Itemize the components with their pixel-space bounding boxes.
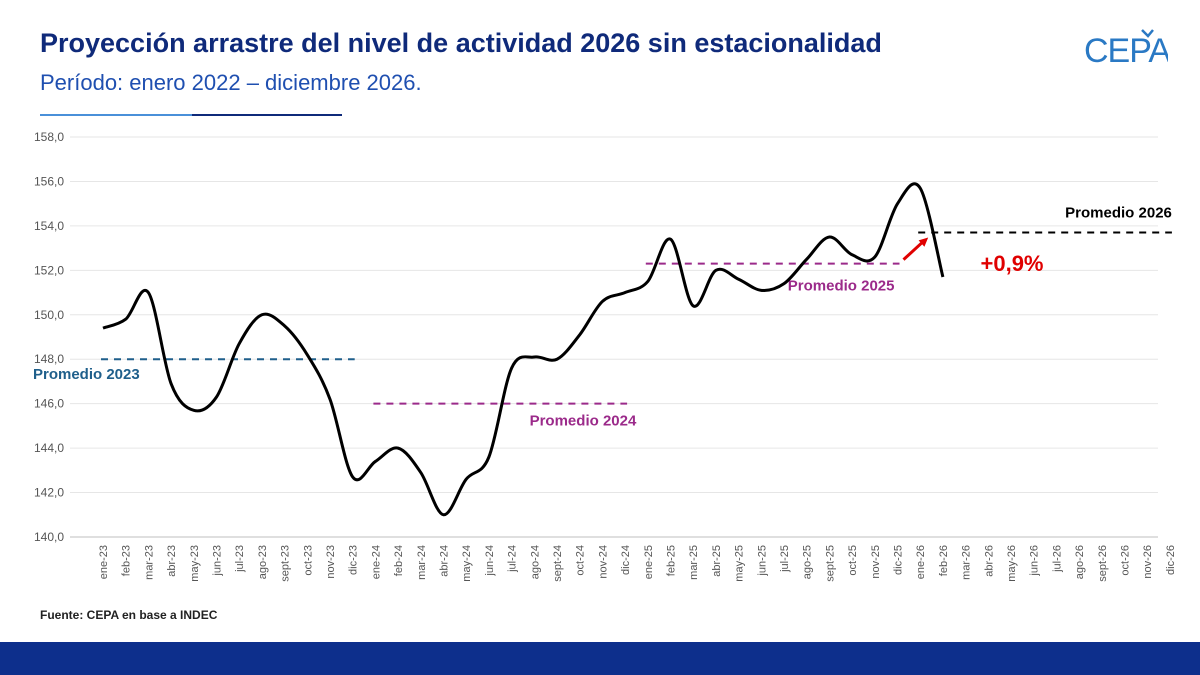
average-label-2025: Promedio 2025: [788, 278, 895, 295]
y-tick-label: 144,0: [34, 441, 64, 455]
x-tick-label: dic-25: [893, 545, 905, 575]
title-rule-dark: [192, 114, 342, 116]
x-tick-label: nov-24: [597, 545, 609, 579]
x-tick-label: ene-26: [915, 545, 927, 579]
x-tick-label: oct-26: [1120, 545, 1132, 576]
page-title: Proyección arrastre del nivel de activid…: [40, 28, 882, 58]
logo-accent-icon: [1141, 29, 1154, 38]
x-tick-label: oct-24: [575, 545, 587, 576]
y-tick-label: 158,0: [34, 130, 64, 144]
growth-annotation: +0,9%: [981, 251, 1044, 276]
x-tick-label: nov-23: [325, 545, 337, 579]
x-tick-label: feb-23: [121, 545, 133, 576]
average-label-2026: Promedio 2026: [1065, 205, 1172, 222]
activity-series-line: [102, 182, 945, 517]
x-tick-label: sept-23: [280, 545, 292, 582]
footer-bar: [0, 642, 1200, 675]
x-tick-label: may-25: [734, 545, 746, 582]
activity-line-chart: 140,0 142,0 144,0 146,0 148,0 150,0 152,0 154,0…: [33, 130, 1177, 582]
increase-arrow-head-icon: [918, 237, 929, 247]
x-tick-label: nov-26: [1142, 545, 1154, 579]
x-tick-label: feb-24: [393, 545, 405, 576]
y-tick-label: 146,0: [34, 397, 64, 411]
x-tick-label: jun-23: [212, 545, 224, 577]
x-tick-label: abr-25: [711, 545, 723, 577]
average-label-2024: Promedio 2024: [530, 413, 637, 430]
x-tick-label: sept-24: [552, 545, 564, 582]
x-tick-label: dic-23: [348, 545, 360, 575]
x-tick-label: jul-26: [1051, 545, 1063, 573]
source-note: Fuente: CEPA en base a INDEC: [40, 608, 218, 622]
x-tick-label: jul-25: [779, 545, 791, 573]
x-tick-label: sept-26: [1097, 545, 1109, 582]
logo-text: CEPA: [1084, 32, 1168, 70]
x-tick-label: ene-23: [98, 545, 110, 579]
x-tick-label: mar-24: [416, 545, 428, 580]
increase-arrow-icon: [902, 240, 925, 261]
x-tick-label: ago-23: [257, 545, 269, 579]
x-tick-label: mar-26: [961, 545, 973, 580]
x-tick-label: jun-24: [484, 545, 496, 577]
y-tick-label: 154,0: [34, 219, 64, 233]
x-tick-label: sept-25: [824, 545, 836, 582]
x-tick-label: mar-25: [688, 545, 700, 580]
x-tick-label: may-24: [461, 545, 473, 582]
x-tick-label: dic-26: [1165, 545, 1177, 575]
x-tick-label: abr-24: [439, 545, 451, 577]
x-tick-label: ene-25: [643, 545, 655, 579]
x-tick-label: may-23: [189, 545, 201, 582]
y-tick-label: 148,0: [34, 352, 64, 366]
x-tick-label: feb-25: [666, 545, 678, 576]
x-tick-label: oct-23: [302, 545, 314, 576]
x-tick-label: jul-23: [234, 545, 246, 573]
cepa-logo: CEPA: [1084, 29, 1168, 70]
y-tick-label: 156,0: [34, 174, 64, 188]
x-tick-label: ago-24: [529, 545, 541, 579]
x-tick-label: jul-24: [507, 545, 519, 573]
x-tick-label: nov-25: [870, 545, 882, 579]
average-label-2023: Promedio 2023: [33, 366, 140, 383]
y-tick-label: 140,0: [34, 530, 64, 544]
title-rule-light: [40, 114, 192, 116]
x-tick-label: feb-26: [938, 545, 950, 576]
x-tick-label: jun-25: [756, 545, 768, 577]
x-tick-label: abr-23: [166, 545, 178, 577]
x-tick-label: ene-24: [370, 545, 382, 579]
x-tick-label: may-26: [1006, 545, 1018, 582]
y-tick-label: 142,0: [34, 486, 64, 500]
y-tick-label: 152,0: [34, 263, 64, 277]
y-tick-label: 150,0: [34, 308, 64, 322]
x-tick-label: oct-25: [847, 545, 859, 576]
page-subtitle: Período: enero 2022 – diciembre 2026.: [40, 70, 422, 95]
x-tick-label: dic-24: [620, 545, 632, 575]
x-tick-label: mar-23: [143, 545, 155, 580]
x-tick-label: ago-26: [1074, 545, 1086, 579]
x-tick-label: abr-26: [983, 545, 995, 577]
x-tick-label: jun-26: [1029, 545, 1041, 577]
x-tick-label: ago-25: [802, 545, 814, 579]
